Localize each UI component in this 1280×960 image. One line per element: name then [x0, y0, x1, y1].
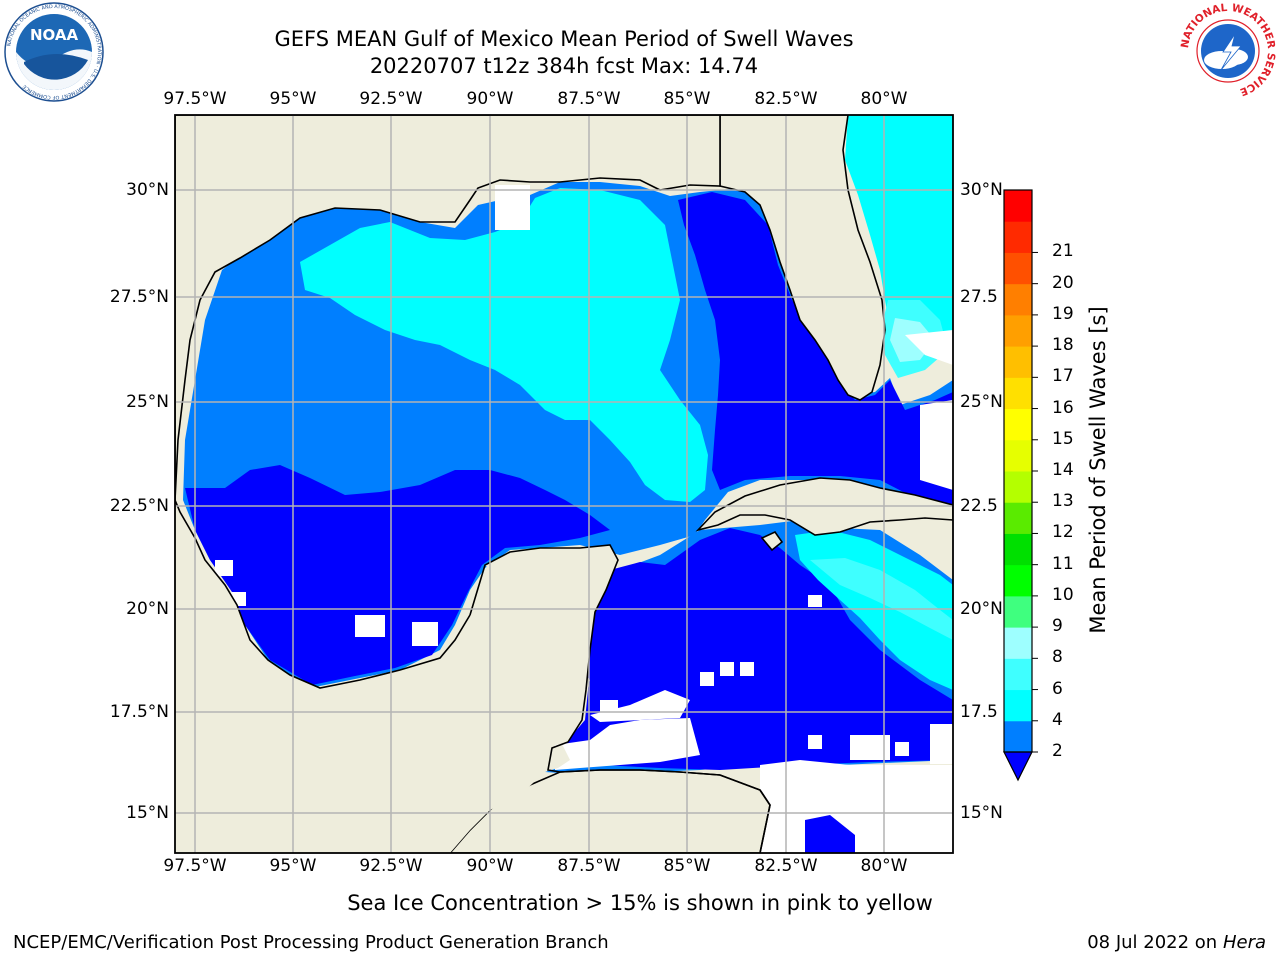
lon-tick-label: 97.5°W [163, 89, 227, 109]
colorbar-tick-label: 13 [1052, 491, 1074, 512]
colorbar-tick-label: 4 [1052, 709, 1063, 730]
lon-tick-label: 92.5°W [359, 89, 423, 109]
lat-tick-label: 17.5°N [109, 702, 169, 722]
lon-tick-label: 90°W [466, 856, 514, 876]
colorbar-bin [1004, 502, 1032, 534]
gulf-swell-4-6s [300, 188, 708, 502]
colorbar-tick-label: 10 [1052, 584, 1074, 605]
footer-branch: NCEP/EMC/Verification Post Processing Pr… [13, 932, 609, 953]
lon-tick-label: 87.5°W [557, 89, 621, 109]
lat-tick-label: 17.5 [960, 702, 998, 722]
colorbar-bin [1004, 439, 1032, 472]
lon-tick-label: 87.5°W [557, 856, 621, 876]
colorbar-tick-label: 16 [1052, 397, 1074, 418]
colorbar-bin [1004, 627, 1032, 659]
colorbar-bin [1004, 252, 1032, 285]
colorbar-tick-label: 15 [1052, 428, 1074, 449]
colorbar-tick-label: 12 [1052, 522, 1074, 543]
colorbar-tick-label: 20 [1052, 272, 1074, 293]
footer-host: Hera [1222, 932, 1266, 953]
lat-tick-label: 20°N [126, 599, 169, 619]
plot-title: GEFS MEAN Gulf of Mexico Mean Period of … [274, 27, 854, 51]
colorbar-tick-label: 11 [1052, 553, 1074, 574]
colorbar-bin [1004, 190, 1032, 222]
colorbar-bin [1004, 408, 1032, 441]
colorbar-bin [1004, 533, 1032, 566]
caribbean-swell-6-8s [810, 558, 953, 640]
colorbar-bin [1004, 564, 1032, 597]
colorbar-tick-label: 19 [1052, 303, 1074, 324]
lon-tick-label: 85°W [663, 856, 711, 876]
lat-tick-label: 27.5 [960, 287, 998, 307]
lon-tick-label: 95°W [269, 89, 317, 109]
colorbar [1003, 189, 1038, 782]
colorbar-bin [1004, 720, 1032, 753]
lon-tick-label: 82.5°W [754, 89, 818, 109]
nws-logo: NATIONAL WEATHER SERVICE [1179, 2, 1277, 100]
gulf-swell-below-2s-sw [185, 465, 610, 685]
colorbar-bin [1004, 221, 1032, 253]
colorbar-tick-label: 6 [1052, 678, 1063, 699]
footer-note: Sea Ice Concentration > 15% is shown in … [347, 891, 933, 915]
colorbar-tick-label: 21 [1052, 241, 1074, 262]
colorbar-tick-label: 8 [1052, 647, 1063, 668]
footer-date: 08 Jul 2022 on [1087, 932, 1223, 953]
colorbar-tick-label: 17 [1052, 366, 1074, 387]
lon-tick-label: 85°W [663, 89, 711, 109]
lon-tick-label: 95°W [269, 856, 317, 876]
colorbar-bin [1004, 595, 1032, 628]
colorbar-tick-label: 2 [1052, 741, 1063, 761]
footer-date-wrap: 08 Jul 2022 on Hera [1087, 932, 1266, 953]
lat-tick-label: 25°N [126, 392, 169, 412]
plot-subtitle: 20220707 t12z 384h fcst Max: 14.74 [369, 54, 759, 78]
colorbar-bin [1004, 689, 1032, 722]
colorbar-bin [1004, 377, 1032, 410]
colorbar-bin [1004, 658, 1032, 691]
lat-tick-label: 25°N [960, 392, 1003, 412]
lon-tick-label: 92.5°W [359, 856, 423, 876]
mexico-coastline [175, 499, 471, 689]
colorbar-tick-label: 14 [1052, 460, 1074, 480]
lon-tick-label: 90°W [466, 89, 514, 109]
map-frame [174, 114, 954, 854]
lon-tick-label: 82.5°W [754, 856, 818, 876]
south-below-2s-patch [805, 815, 855, 853]
colorbar-bin [1004, 346, 1032, 378]
colorbar-label: Mean Period of Swell Waves [s] [1086, 306, 1110, 634]
lat-tick-label: 30°N [126, 180, 169, 200]
noaa-logo: NOAA NATIONAL OCEANIC AND ATMOSPHERIC AD… [4, 2, 104, 102]
atlantic-swell-4-6s [845, 115, 953, 345]
graticule [175, 115, 953, 853]
colorbar-bin [1004, 283, 1032, 316]
yucatan-coastline [469, 544, 771, 853]
colorbar-bin [1004, 471, 1032, 503]
colorbar-tick-label: 18 [1052, 335, 1074, 356]
lat-tick-label: 30°N [960, 180, 1003, 200]
noaa-logo-text: NOAA [30, 26, 79, 44]
colorbar-tick-label: 9 [1052, 616, 1063, 637]
lon-tick-label: 80°W [860, 856, 908, 876]
lon-tick-label: 80°W [860, 89, 908, 109]
lat-tick-label: 22.5 [960, 496, 998, 516]
lat-tick-label: 20°N [960, 599, 1003, 619]
lat-tick-label: 15°N [960, 803, 1003, 823]
colorbar-bin [1004, 314, 1032, 347]
lon-tick-label: 97.5°W [163, 856, 227, 876]
lat-tick-label: 27.5°N [109, 287, 169, 307]
colorbar-under-extension [1003, 751, 1033, 782]
lat-tick-label: 15°N [126, 803, 169, 823]
lat-tick-label: 22.5°N [109, 496, 169, 516]
